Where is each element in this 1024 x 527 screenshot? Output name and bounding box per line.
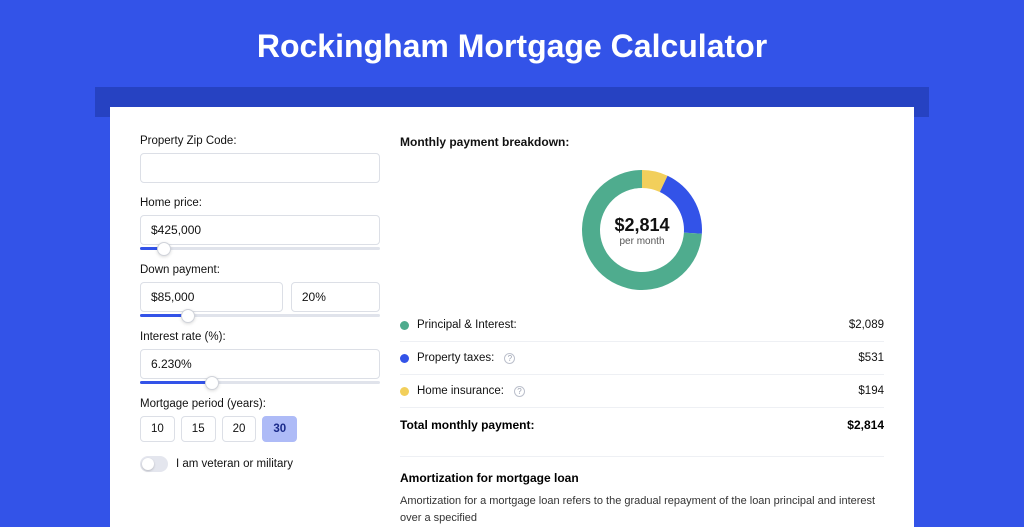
veteran-label: I am veteran or military — [176, 458, 293, 470]
interest-rate-input[interactable] — [140, 349, 380, 379]
breakdown-column: Monthly payment breakdown: $2,814 per mo… — [400, 135, 884, 527]
donut-center-sub: per month — [619, 236, 664, 247]
period-field: Mortgage period (years): 10152030 — [140, 398, 380, 442]
legend-row-property_taxes: Property taxes:? $531 — [400, 341, 884, 374]
period-options: 10152030 — [140, 416, 380, 442]
zip-input[interactable] — [140, 153, 380, 183]
home-price-label: Home price: — [140, 197, 380, 209]
donut-center-amount: $2,814 — [614, 215, 669, 235]
donut-chart-wrap: $2,814 per month — [400, 161, 884, 309]
amortization-text: Amortization for a mortgage loan refers … — [400, 493, 884, 526]
home-price-field: Home price: — [140, 197, 380, 250]
legend-dot-home_insurance — [400, 387, 409, 396]
legend-dot-property_taxes — [400, 354, 409, 363]
period-label: Mortgage period (years): — [140, 398, 380, 410]
total-row: Total monthly payment: $2,814 — [400, 407, 884, 442]
total-label: Total monthly payment: — [400, 418, 534, 432]
page-title: Rockingham Mortgage Calculator — [0, 0, 1024, 87]
veteran-toggle[interactable] — [140, 456, 168, 472]
legend-value-home_insurance: $194 — [858, 385, 884, 397]
legend-label-principal_interest: Principal & Interest: — [417, 319, 517, 331]
inputs-column: Property Zip Code: Home price: Down paym… — [140, 135, 380, 527]
legend-label-home_insurance: Home insurance: — [417, 385, 504, 397]
period-option-10[interactable]: 10 — [140, 416, 175, 442]
info-icon[interactable]: ? — [514, 386, 525, 397]
legend-label-property_taxes: Property taxes: — [417, 352, 494, 364]
legend-value-property_taxes: $531 — [858, 352, 884, 364]
period-option-20[interactable]: 20 — [222, 416, 257, 442]
legend-value-principal_interest: $2,089 — [849, 319, 884, 331]
down-payment-field: Down payment: — [140, 264, 380, 317]
interest-rate-label: Interest rate (%): — [140, 331, 380, 343]
amortization-title: Amortization for mortgage loan — [400, 471, 884, 485]
period-option-30[interactable]: 30 — [262, 416, 297, 442]
down-payment-percent-input[interactable] — [291, 282, 380, 312]
info-icon[interactable]: ? — [504, 353, 515, 364]
calculator-card: Property Zip Code: Home price: Down paym… — [110, 107, 914, 527]
down-payment-slider[interactable] — [140, 314, 380, 317]
total-value: $2,814 — [847, 418, 884, 432]
period-option-15[interactable]: 15 — [181, 416, 216, 442]
amortization-section: Amortization for mortgage loan Amortizat… — [400, 456, 884, 526]
home-price-input[interactable] — [140, 215, 380, 245]
interest-rate-slider[interactable] — [140, 381, 380, 384]
veteran-field: I am veteran or military — [140, 456, 380, 472]
home-price-slider[interactable] — [140, 247, 380, 250]
zip-field: Property Zip Code: — [140, 135, 380, 183]
breakdown-legend: Principal & Interest: $2,089 Property taxe… — [400, 309, 884, 407]
down-payment-label: Down payment: — [140, 264, 380, 276]
donut-chart: $2,814 per month — [577, 165, 707, 295]
breakdown-title: Monthly payment breakdown: — [400, 135, 884, 149]
zip-label: Property Zip Code: — [140, 135, 380, 147]
legend-row-principal_interest: Principal & Interest: $2,089 — [400, 309, 884, 341]
legend-dot-principal_interest — [400, 321, 409, 330]
legend-row-home_insurance: Home insurance:? $194 — [400, 374, 884, 407]
interest-rate-field: Interest rate (%): — [140, 331, 380, 384]
down-payment-amount-input[interactable] — [140, 282, 283, 312]
